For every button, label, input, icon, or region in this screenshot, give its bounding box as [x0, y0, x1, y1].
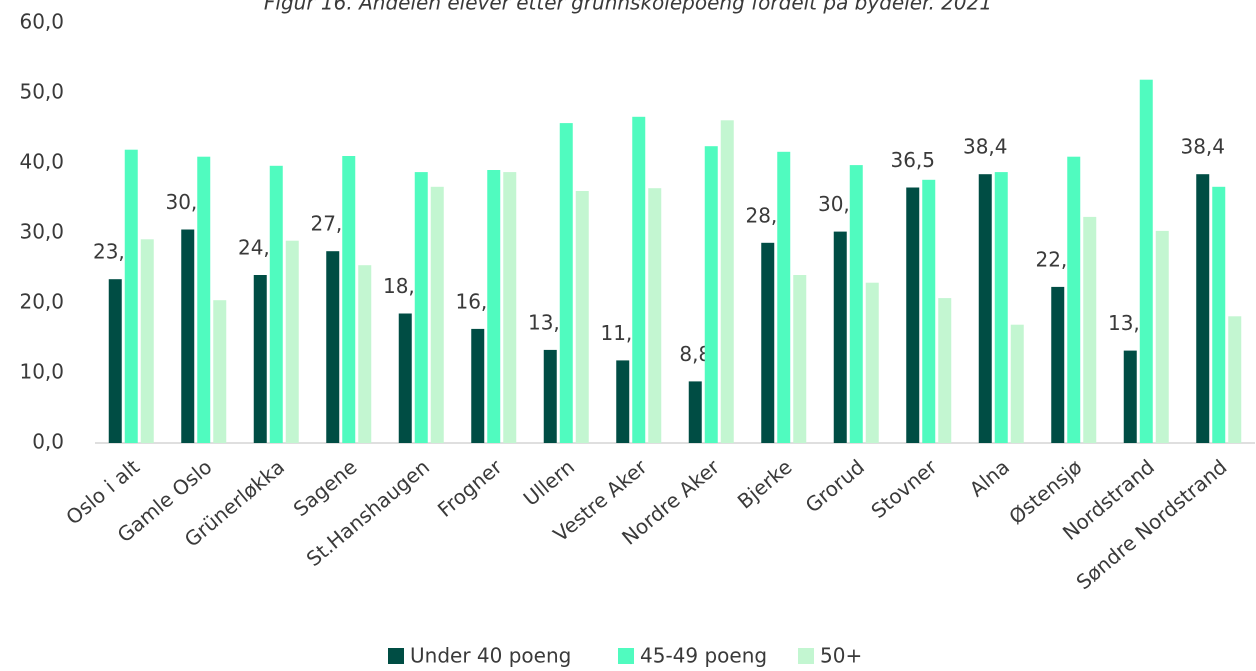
bar	[285, 240, 299, 443]
data-label: 38,4	[1180, 135, 1225, 159]
x-tick-label: Alna	[965, 455, 1014, 502]
legend-swatch	[388, 648, 404, 664]
bar	[398, 313, 412, 443]
y-tick-label: 40,0	[19, 150, 64, 174]
bar	[543, 349, 557, 443]
x-tick-label: Stovner	[866, 454, 942, 523]
bar	[1123, 350, 1137, 443]
bar	[688, 381, 702, 443]
bar	[1067, 156, 1081, 443]
y-tick-label: 60,0	[19, 10, 64, 34]
legend-label: 45-49 poeng	[640, 644, 767, 668]
bar	[326, 251, 340, 443]
bar	[358, 265, 372, 443]
bar	[575, 191, 589, 443]
legend-label: 50+	[820, 644, 862, 668]
bar	[994, 172, 1008, 443]
bar	[487, 170, 501, 443]
y-tick-label: 0,0	[32, 430, 64, 454]
bar	[342, 156, 356, 443]
chart-title: Figur 16. Andelen elever etter grunnskol…	[264, 0, 992, 15]
bar	[140, 239, 154, 443]
bar	[616, 360, 630, 443]
bar	[1139, 79, 1153, 443]
bar	[720, 120, 734, 444]
y-tick-label: 10,0	[19, 360, 64, 384]
bar	[471, 328, 485, 443]
bar	[1010, 324, 1024, 443]
bar	[648, 188, 662, 443]
y-tick-label: 20,0	[19, 290, 64, 314]
bar	[978, 174, 992, 443]
bar	[761, 242, 775, 443]
bar	[793, 275, 807, 443]
y-tick-label: 30,0	[19, 220, 64, 244]
bar	[414, 172, 428, 443]
bar	[938, 298, 952, 443]
bar	[430, 186, 444, 444]
bar	[197, 156, 211, 443]
bar	[1051, 286, 1065, 443]
bar	[213, 300, 227, 443]
bar	[1083, 216, 1097, 443]
bar	[1196, 174, 1210, 443]
legend-swatch	[618, 648, 634, 664]
bar	[865, 282, 879, 443]
bar	[922, 179, 936, 444]
bar	[1155, 230, 1169, 443]
bar	[777, 151, 791, 444]
y-tick-label: 50,0	[19, 80, 64, 104]
bar	[849, 165, 863, 443]
x-tick-label: Ullern	[519, 455, 579, 511]
bar	[124, 149, 138, 443]
bar	[108, 279, 122, 443]
bar	[559, 123, 573, 443]
x-tick-label: Grorud	[801, 455, 869, 518]
x-tick-label: Bjerke	[733, 455, 797, 514]
bar	[269, 165, 283, 444]
x-tick-label: Frogner	[433, 454, 507, 522]
bar	[704, 146, 718, 443]
bar	[1212, 186, 1226, 444]
legend-swatch	[798, 648, 814, 664]
data-label: 36,5	[890, 148, 935, 172]
x-tick-label: St.Hanshaugen	[302, 455, 434, 571]
data-label: 38,4	[963, 135, 1008, 159]
bar	[632, 116, 646, 444]
bar	[906, 187, 920, 443]
bar	[503, 172, 517, 443]
legend-label: Under 40 poeng	[410, 644, 571, 668]
bar	[253, 275, 267, 443]
bar	[833, 231, 847, 443]
bar	[181, 229, 195, 443]
bar	[1228, 316, 1242, 443]
